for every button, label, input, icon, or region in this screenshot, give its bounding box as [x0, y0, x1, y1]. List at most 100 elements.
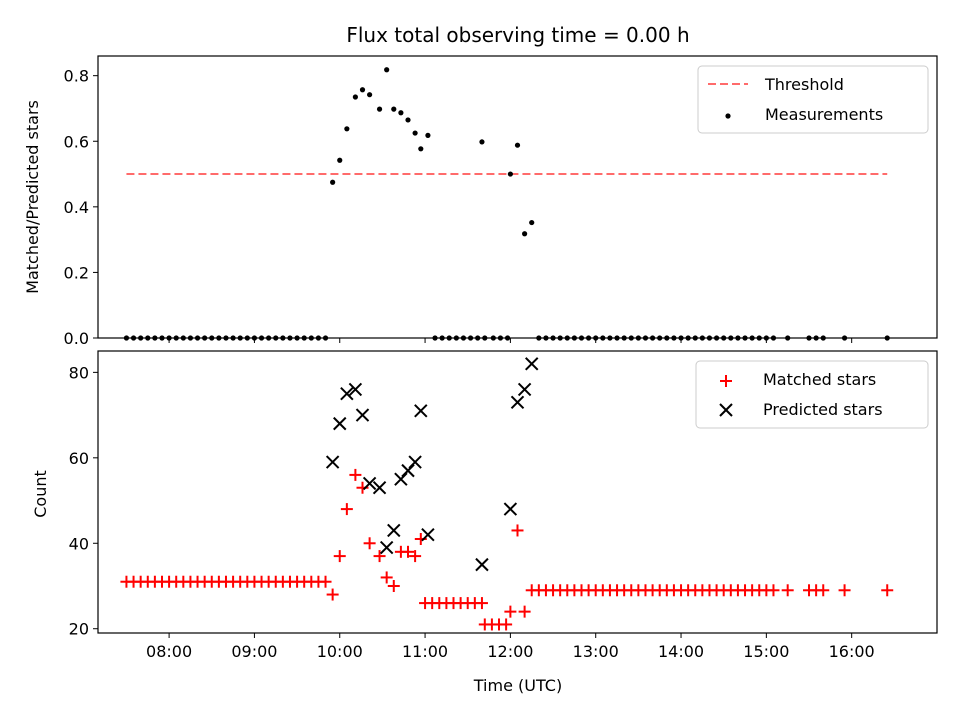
bottom-legend: Matched stars Predicted stars: [695, 360, 929, 429]
top-y-tick-label: 0.6: [64, 132, 89, 151]
measurement-point: [367, 92, 373, 98]
predicted-legend-swatch: [719, 403, 733, 417]
bottom-x-tick-label: 14:00: [658, 642, 704, 661]
bottom-panel: 20 40 60 80 08:00 09:00 10:00 11:00 12:00 13:00 1…: [31, 350, 938, 695]
bottom-axes-frame: [97, 350, 938, 634]
bottom-y-tick-label: 40: [69, 534, 89, 553]
measurement-point: [529, 219, 535, 226]
matched-star-point: [349, 468, 362, 481]
top-y-tick-label: 0.4: [64, 198, 89, 217]
predicted-star-point: [394, 472, 408, 486]
measurements-legend-label: Measurements: [765, 105, 883, 124]
predicted-star-point: [414, 404, 428, 418]
predicted-star-point: [379, 540, 394, 555]
measurement-point: [418, 146, 424, 152]
matched-star-point: [373, 550, 386, 563]
matched-star-point: [475, 597, 488, 610]
predicted-star-point: [387, 523, 401, 538]
bottom-x-axis-label: Time (UTC): [473, 676, 562, 695]
predicted-star-point: [362, 476, 377, 491]
top-chart-title: Flux total observing time = 0.00 h: [346, 23, 689, 47]
matched-star-point: [781, 584, 794, 597]
predicted-star-point: [355, 408, 370, 422]
matched-star-point: [817, 584, 830, 597]
bottom-y-tick-label: 60: [69, 449, 89, 468]
bottom-x-tick-label: 11:00: [402, 642, 448, 661]
predicted-star-point: [340, 387, 354, 401]
measurement-point: [398, 110, 404, 116]
matched-legend-swatch: [720, 375, 732, 387]
matched-star-point: [504, 605, 517, 618]
bottom-y-tick-label: 80: [69, 363, 89, 382]
matched-star-point: [340, 503, 353, 516]
predicted-star-point: [421, 528, 435, 542]
matched-star-point: [511, 524, 524, 537]
bottom-legend-box: [695, 360, 929, 429]
measurement-point: [344, 126, 350, 132]
matched-star-point: [380, 571, 393, 584]
measurement-point: [412, 130, 418, 136]
matched-star-point: [838, 584, 851, 597]
predicted-star-point: [510, 395, 525, 409]
measurement-point: [391, 106, 397, 112]
bottom-x-ticks: 08:00 09:00 10:00 11:00 12:00 13:00 14:00 15:00…: [146, 633, 875, 661]
measurement-point: [514, 142, 521, 148]
top-y-tick-label: 0.2: [64, 263, 89, 282]
top-panel: Flux total observing time = 0.00 h 0.00.…: [23, 23, 938, 348]
measurement-point: [425, 132, 431, 138]
measurement-point: [405, 117, 411, 123]
bottom-plot-area: [120, 357, 894, 631]
matched-star-point: [402, 545, 415, 558]
top-axes-frame: [97, 55, 938, 339]
matched-star-point: [333, 550, 346, 563]
measurement-point: [376, 106, 383, 112]
predicted-star-point: [325, 455, 340, 469]
top-y-ticks: 0.0 0.2 0.4 0.6 0.8: [64, 67, 98, 348]
top-y-tick-label: 0.0: [64, 329, 89, 348]
predicted-star-point: [503, 502, 518, 516]
matched-star-point: [363, 537, 376, 550]
bottom-y-ticks: 20 40 60 80: [69, 363, 98, 639]
matched-star-point: [409, 550, 422, 563]
bottom-x-tick-label: 08:00: [146, 642, 192, 661]
matched-star-point: [767, 584, 780, 597]
predicted-star-point: [475, 557, 489, 572]
measurement-point: [522, 231, 528, 237]
matched-star-point: [881, 584, 894, 597]
bottom-x-tick-label: 15:00: [743, 642, 789, 661]
matched-star-point: [326, 588, 339, 601]
measurement-point: [479, 139, 485, 145]
bottom-x-tick-label: 12:00: [487, 642, 533, 661]
matched-legend-label: Matched stars: [763, 370, 876, 389]
top-y-tick-label: 0.8: [64, 67, 89, 86]
matched-star-point: [500, 618, 513, 631]
bottom-y-axis-label: Count: [31, 470, 50, 518]
measurement-point: [359, 87, 366, 93]
matched-star-point: [518, 605, 531, 618]
predicted-legend-label: Predicted stars: [763, 400, 883, 419]
bottom-y-tick-label: 20: [69, 620, 89, 639]
predicted-star-point: [348, 382, 363, 397]
bottom-x-tick-label: 13:00: [573, 642, 619, 661]
predicted-star-point: [525, 357, 539, 371]
predicted-star-point: [401, 463, 415, 478]
measurement-point: [337, 157, 343, 163]
bottom-x-tick-label: 09:00: [231, 642, 277, 661]
top-legend: Threshold Measurements: [697, 65, 929, 134]
bottom-x-tick-label: 10:00: [317, 642, 363, 661]
matched-star-point: [387, 580, 400, 592]
predicted-star-point: [408, 455, 422, 469]
top-x-ticks: [168, 338, 853, 343]
measurement-point: [330, 179, 336, 185]
predicted-star-point: [517, 382, 532, 397]
measurement-point: [384, 67, 390, 73]
measurement-point: [507, 171, 513, 177]
matched-star-point: [319, 575, 332, 588]
measurements-legend-swatch: [725, 113, 731, 119]
threshold-legend-label: Threshold: [764, 75, 844, 94]
predicted-star-point: [372, 481, 387, 495]
top-y-axis-label: Matched/Predicted stars: [23, 100, 42, 294]
bottom-x-tick-label: 16:00: [829, 642, 875, 661]
measurement-point: [352, 94, 358, 100]
